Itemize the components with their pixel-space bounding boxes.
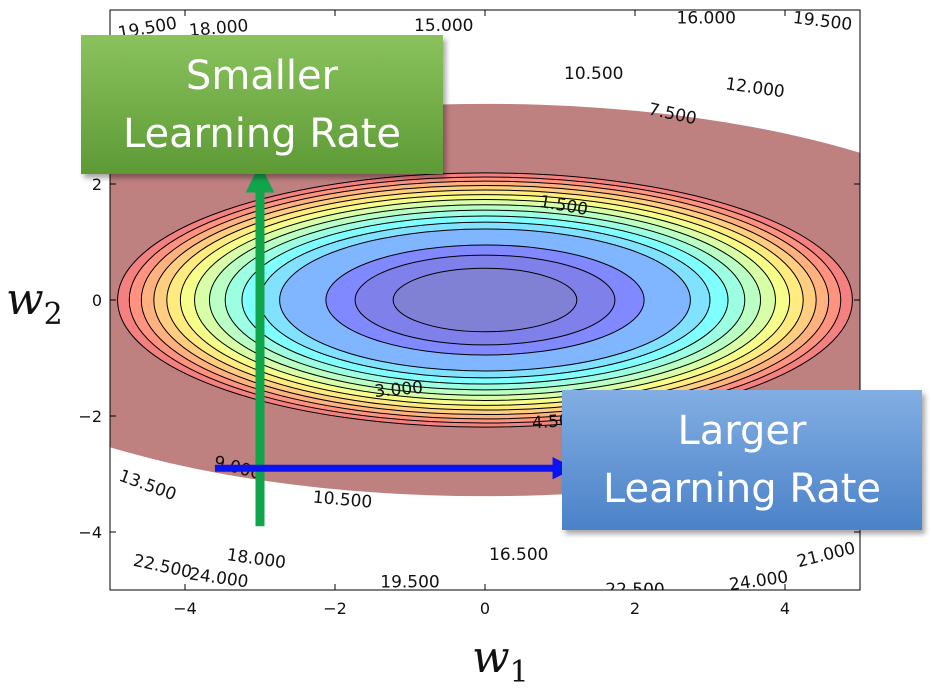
callout-line: Smaller bbox=[185, 52, 339, 99]
contour-line bbox=[224, 209, 746, 391]
contour-label: 12.000 bbox=[724, 74, 786, 102]
y-tick-label: −4 bbox=[78, 523, 102, 542]
contour-line bbox=[392, 267, 578, 333]
contour-line bbox=[325, 244, 645, 356]
contour-line bbox=[354, 254, 616, 346]
x-tick-label: 0 bbox=[480, 599, 490, 618]
contour-label: 19.500 bbox=[792, 8, 853, 35]
contour-label: 3.000 bbox=[374, 378, 424, 402]
contour-label: 16.500 bbox=[489, 545, 548, 565]
contour-band bbox=[393, 268, 577, 332]
x-axis-label: w1 bbox=[472, 632, 529, 690]
contour-label: 21.000 bbox=[795, 538, 858, 572]
contour-line bbox=[153, 184, 817, 416]
callout-line: Learning Rate bbox=[602, 466, 882, 512]
callout-line: Larger bbox=[677, 408, 807, 454]
contour-line bbox=[279, 228, 691, 372]
contour-label: 10.500 bbox=[312, 488, 373, 513]
smaller-learning-rate-callout: Smaller Learning Rate bbox=[81, 35, 443, 174]
contour-label: 24.000 bbox=[188, 564, 250, 592]
contour-label: 16.000 bbox=[677, 9, 736, 29]
x-tick-label: −4 bbox=[173, 599, 197, 618]
contour-label: 22.500 bbox=[131, 551, 193, 583]
arrows bbox=[215, 163, 575, 527]
y-axis-label: w2 bbox=[6, 274, 63, 332]
contour-line bbox=[179, 194, 791, 406]
callout-line: Learning Rate bbox=[122, 110, 402, 157]
larger-learning-rate-callout: Larger Learning Rate bbox=[562, 390, 922, 530]
y-tick-label: 0 bbox=[92, 291, 102, 310]
y-tick-label: −2 bbox=[78, 407, 102, 426]
contour-lines bbox=[117, 172, 853, 428]
contour-label: 15.000 bbox=[414, 16, 473, 36]
contour-label: 24.000 bbox=[728, 567, 790, 595]
contour-line bbox=[241, 215, 729, 385]
x-tick-label: −2 bbox=[323, 599, 347, 618]
contour-line bbox=[166, 189, 804, 411]
contour-line bbox=[208, 204, 762, 396]
contour-label: 13.500 bbox=[116, 466, 179, 505]
x-tick-label: 4 bbox=[780, 599, 790, 618]
contour-line bbox=[140, 180, 830, 420]
contour-label: 18.000 bbox=[225, 545, 287, 573]
contour-label: 10.500 bbox=[564, 64, 623, 84]
contour-line bbox=[117, 172, 853, 428]
contour-line bbox=[128, 176, 842, 424]
x-tick-label: 2 bbox=[630, 599, 640, 618]
axis-ticks: −4 −2 0 2 4 −4 −2 0 2 bbox=[78, 10, 860, 618]
contour-label: 19.500 bbox=[380, 572, 439, 592]
y-tick-label: 2 bbox=[92, 175, 102, 194]
contour-line bbox=[194, 199, 776, 401]
